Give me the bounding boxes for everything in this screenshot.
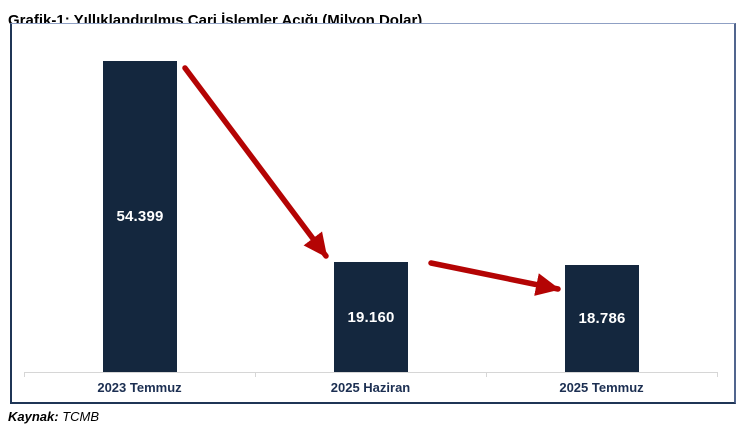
x-axis-tick xyxy=(24,372,25,377)
source-value: TCMB xyxy=(62,409,100,424)
x-axis-label: 2025 Haziran xyxy=(330,380,411,395)
x-axis-label: 2023 Temmuz xyxy=(97,380,182,395)
bar-2025-temmuz: 18.786 xyxy=(565,265,639,372)
source-label: Kaynak: xyxy=(8,409,59,424)
bar-value-label: 54.399 xyxy=(116,208,164,225)
x-axis-tick xyxy=(486,372,487,377)
x-axis-tick xyxy=(255,372,256,377)
bar-value-label: 18.786 xyxy=(578,310,626,327)
bar-2023-temmuz: 54.399 xyxy=(103,61,177,372)
x-axis-label: 2025 Temmuz xyxy=(559,380,644,395)
x-axis-tick xyxy=(717,372,718,377)
chart-area: 54.399 2023 Temmuz 19.160 2025 Haziran 18.78… xyxy=(10,23,736,404)
bar-2025-haziran: 19.160 xyxy=(334,262,408,372)
plot-area: 54.399 2023 Temmuz 19.160 2025 Haziran 18.78… xyxy=(12,24,734,402)
source-note: Kaynak: TCMB xyxy=(8,409,99,424)
x-axis-line xyxy=(24,372,717,373)
bar-value-label: 19.160 xyxy=(347,308,395,326)
